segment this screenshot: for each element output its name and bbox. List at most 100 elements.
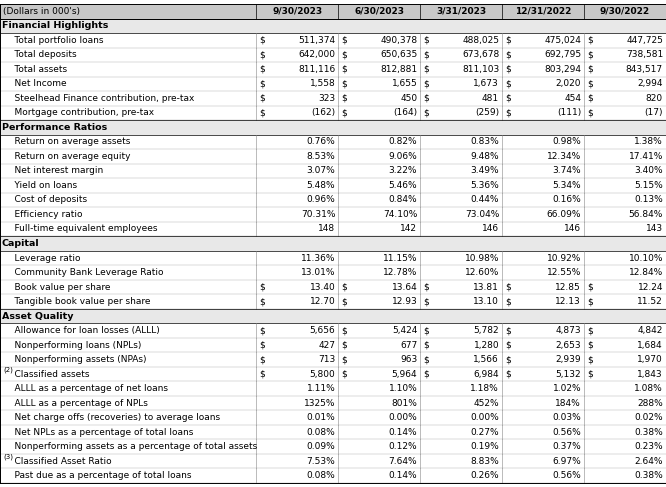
- Text: 0.38%: 0.38%: [634, 428, 663, 437]
- Text: 9/30/2022: 9/30/2022: [600, 7, 650, 16]
- Text: 1,684: 1,684: [637, 340, 663, 350]
- Text: 803,294: 803,294: [544, 65, 581, 74]
- Text: 0.19%: 0.19%: [470, 442, 499, 451]
- Text: 1.18%: 1.18%: [470, 384, 499, 393]
- Text: $: $: [342, 355, 347, 364]
- Text: 0.02%: 0.02%: [635, 413, 663, 422]
- Text: 5,132: 5,132: [555, 370, 581, 378]
- Text: $: $: [342, 282, 347, 292]
- Text: 148: 148: [318, 225, 335, 233]
- Bar: [0, 309, 666, 323]
- Text: 692,795: 692,795: [544, 50, 581, 59]
- Text: $: $: [260, 109, 265, 117]
- Text: $: $: [260, 65, 265, 74]
- Bar: [0, 265, 666, 280]
- Text: 11.15%: 11.15%: [383, 254, 417, 262]
- Bar: [0, 4, 666, 19]
- Text: 650,635: 650,635: [380, 50, 417, 59]
- Text: 11.52: 11.52: [637, 297, 663, 306]
- Text: 0.08%: 0.08%: [306, 471, 335, 480]
- Text: (111): (111): [557, 109, 581, 117]
- Text: 11.36%: 11.36%: [301, 254, 335, 262]
- Text: 963: 963: [400, 355, 417, 364]
- Text: 288%: 288%: [637, 399, 663, 408]
- Bar: [0, 338, 666, 353]
- Text: (162): (162): [311, 109, 335, 117]
- Text: 0.37%: 0.37%: [552, 442, 581, 451]
- Text: $: $: [587, 297, 593, 306]
- Text: $: $: [260, 282, 265, 292]
- Text: 6/30/2023: 6/30/2023: [354, 7, 404, 16]
- Text: 0.23%: 0.23%: [635, 442, 663, 451]
- Text: 1,558: 1,558: [310, 79, 335, 88]
- Text: $: $: [342, 94, 347, 103]
- Text: 4,842: 4,842: [637, 326, 663, 335]
- Text: 3.74%: 3.74%: [553, 167, 581, 175]
- Text: $: $: [587, 36, 593, 45]
- Text: Total deposits: Total deposits: [3, 50, 77, 59]
- Text: Nonperforming loans (NPLs): Nonperforming loans (NPLs): [3, 340, 141, 350]
- Text: 12.55%: 12.55%: [547, 268, 581, 277]
- Text: Classified assets: Classified assets: [3, 370, 89, 378]
- Text: 2,653: 2,653: [555, 340, 581, 350]
- Text: 12.93: 12.93: [392, 297, 417, 306]
- Text: Allowance for loan losses (ALLL): Allowance for loan losses (ALLL): [3, 326, 160, 335]
- Text: $: $: [505, 282, 511, 292]
- Text: Net Income: Net Income: [3, 79, 67, 88]
- Text: 5.34%: 5.34%: [553, 181, 581, 190]
- Text: Mortgage contribution, pre-tax: Mortgage contribution, pre-tax: [3, 109, 154, 117]
- Text: 0.12%: 0.12%: [389, 442, 417, 451]
- Text: 843,517: 843,517: [626, 65, 663, 74]
- Text: (Dollars in 000's): (Dollars in 000's): [3, 7, 80, 16]
- Text: 12/31/2022: 12/31/2022: [515, 7, 571, 16]
- Text: Past due as a percentage of total loans: Past due as a percentage of total loans: [3, 471, 192, 480]
- Text: 5,964: 5,964: [392, 370, 417, 378]
- Text: 2,939: 2,939: [555, 355, 581, 364]
- Text: 10.98%: 10.98%: [465, 254, 499, 262]
- Text: 13.10: 13.10: [474, 297, 499, 306]
- Bar: [0, 396, 666, 411]
- Text: $: $: [260, 326, 265, 335]
- Text: $: $: [342, 50, 347, 59]
- Text: $: $: [424, 65, 429, 74]
- Bar: [0, 193, 666, 207]
- Bar: [0, 353, 666, 367]
- Text: 454: 454: [564, 94, 581, 103]
- Text: Net NPLs as a percentage of total loans: Net NPLs as a percentage of total loans: [3, 428, 193, 437]
- Text: 9.06%: 9.06%: [388, 152, 417, 161]
- Text: 146: 146: [564, 225, 581, 233]
- Text: $: $: [505, 94, 511, 103]
- Text: 0.16%: 0.16%: [552, 195, 581, 205]
- Bar: [0, 323, 666, 338]
- Text: Efficiency ratio: Efficiency ratio: [3, 210, 83, 219]
- Text: $: $: [505, 36, 511, 45]
- Text: $: $: [587, 340, 593, 350]
- Text: 490,378: 490,378: [380, 36, 417, 45]
- Text: 146: 146: [482, 225, 499, 233]
- Text: $: $: [587, 370, 593, 378]
- Bar: [0, 222, 666, 236]
- Text: $: $: [505, 50, 511, 59]
- Text: $: $: [587, 355, 593, 364]
- Text: $: $: [424, 355, 429, 364]
- Text: $: $: [260, 370, 265, 378]
- Bar: [0, 425, 666, 439]
- Text: $: $: [587, 65, 593, 74]
- Text: 13.40: 13.40: [310, 282, 335, 292]
- Text: ALLL as a percentage of net loans: ALLL as a percentage of net loans: [3, 384, 168, 393]
- Text: 12.13: 12.13: [555, 297, 581, 306]
- Text: Net charge offs (recoveries) to average loans: Net charge offs (recoveries) to average …: [3, 413, 220, 422]
- Text: 0.14%: 0.14%: [389, 471, 417, 480]
- Bar: [0, 120, 666, 134]
- Text: 0.09%: 0.09%: [306, 442, 335, 451]
- Text: $: $: [260, 340, 265, 350]
- Text: $: $: [505, 109, 511, 117]
- Text: 0.56%: 0.56%: [552, 428, 581, 437]
- Bar: [0, 178, 666, 193]
- Text: Total portfolio loans: Total portfolio loans: [3, 36, 103, 45]
- Text: 56.84%: 56.84%: [629, 210, 663, 219]
- Text: 12.85: 12.85: [555, 282, 581, 292]
- Text: 0.83%: 0.83%: [470, 137, 499, 147]
- Text: (2): (2): [3, 367, 13, 374]
- Bar: [0, 280, 666, 294]
